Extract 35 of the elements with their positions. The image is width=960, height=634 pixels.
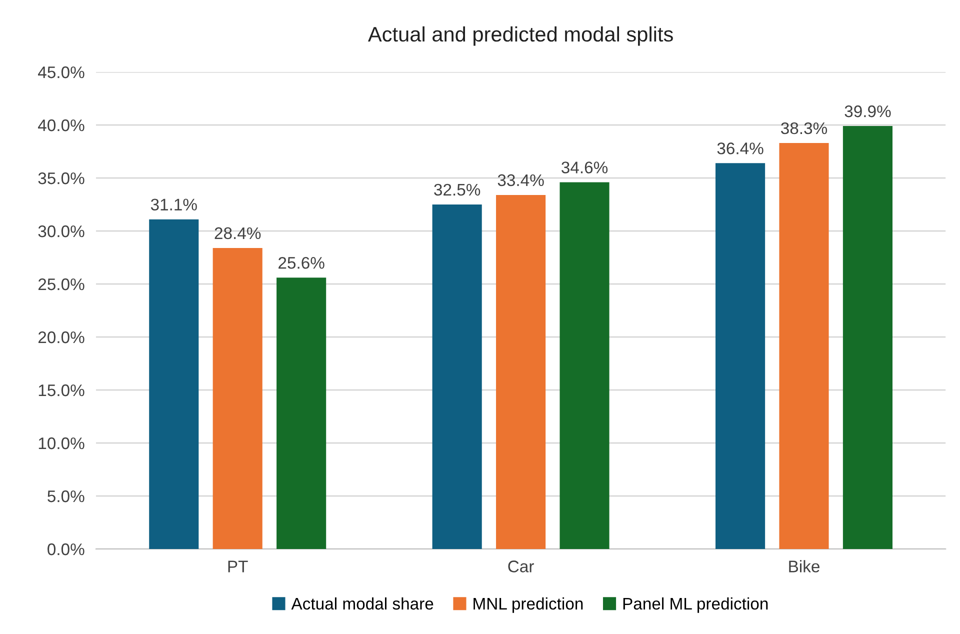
bar xyxy=(432,204,482,549)
data-label: 25.6% xyxy=(278,256,324,269)
legend-label: Actual modal share xyxy=(291,597,434,610)
y-tick-label: 10.0% xyxy=(38,437,84,450)
chart-title: Actual and predicted modal splits xyxy=(368,26,673,46)
y-tick-label: 0.0% xyxy=(48,543,84,556)
data-label: 36.4% xyxy=(717,142,764,154)
legend-label: MNL prediction xyxy=(474,597,583,613)
data-label: 32.5% xyxy=(434,184,480,196)
x-tick-label: PT xyxy=(228,560,248,572)
data-label: 34.6% xyxy=(562,162,608,174)
x-tick-label: Bike xyxy=(789,560,820,572)
y-tick-label: 30.0% xyxy=(38,225,84,238)
bar xyxy=(276,278,326,549)
y-tick-label: 5.0% xyxy=(48,490,84,502)
bar xyxy=(149,219,199,549)
data-label: 39.9% xyxy=(844,105,891,118)
x-tick-label: Car xyxy=(508,560,534,572)
legend-label: Panel ML prediction xyxy=(623,597,768,613)
bar xyxy=(716,163,766,549)
bar xyxy=(842,126,892,549)
bar xyxy=(560,182,610,549)
data-label: 31.1% xyxy=(150,198,197,210)
y-tick-label: 35.0% xyxy=(38,172,84,184)
y-tick-label: 15.0% xyxy=(38,384,84,396)
bar xyxy=(779,143,829,549)
data-label: 28.4% xyxy=(214,227,261,240)
bar xyxy=(212,248,262,549)
y-tick-label: 45.0% xyxy=(38,66,84,78)
y-tick-label: 25.0% xyxy=(38,278,84,290)
data-label: 33.4% xyxy=(498,174,544,186)
bar xyxy=(496,194,546,549)
data-label: 38.3% xyxy=(781,122,828,134)
y-tick-label: 20.0% xyxy=(38,331,84,344)
y-tick-label: 40.0% xyxy=(38,119,84,132)
